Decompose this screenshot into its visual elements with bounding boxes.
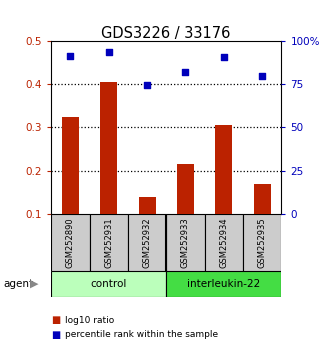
Text: GSM252890: GSM252890 bbox=[66, 217, 75, 268]
Bar bbox=[139, 197, 156, 214]
Text: interleukin-22: interleukin-22 bbox=[187, 279, 260, 289]
Text: GDS3226 / 33176: GDS3226 / 33176 bbox=[101, 26, 230, 41]
Text: GSM252934: GSM252934 bbox=[219, 217, 228, 268]
Text: GSM252931: GSM252931 bbox=[104, 217, 113, 268]
Bar bbox=[177, 164, 194, 214]
Bar bbox=[51, 214, 90, 271]
Text: ■: ■ bbox=[51, 330, 61, 339]
Text: GSM252932: GSM252932 bbox=[143, 217, 152, 268]
Bar bbox=[215, 125, 232, 214]
Text: control: control bbox=[91, 279, 127, 289]
Bar bbox=[205, 214, 243, 271]
Bar bbox=[166, 271, 281, 297]
Point bbox=[106, 49, 112, 55]
Text: agent: agent bbox=[3, 279, 33, 289]
Bar bbox=[128, 214, 166, 271]
Bar bbox=[254, 184, 271, 214]
Point bbox=[221, 54, 226, 59]
Bar bbox=[51, 271, 166, 297]
Text: percentile rank within the sample: percentile rank within the sample bbox=[65, 330, 218, 339]
Text: ■: ■ bbox=[51, 315, 61, 325]
Text: log10 ratio: log10 ratio bbox=[65, 316, 114, 325]
Point bbox=[68, 53, 73, 59]
Text: GSM252935: GSM252935 bbox=[258, 217, 267, 268]
Bar bbox=[166, 214, 205, 271]
Text: ▶: ▶ bbox=[30, 279, 39, 289]
Bar bbox=[100, 82, 118, 214]
Bar bbox=[243, 214, 281, 271]
Bar bbox=[62, 116, 79, 214]
Text: GSM252933: GSM252933 bbox=[181, 217, 190, 268]
Point bbox=[183, 69, 188, 75]
Point bbox=[260, 73, 265, 79]
Point bbox=[145, 82, 150, 88]
Bar bbox=[90, 214, 128, 271]
